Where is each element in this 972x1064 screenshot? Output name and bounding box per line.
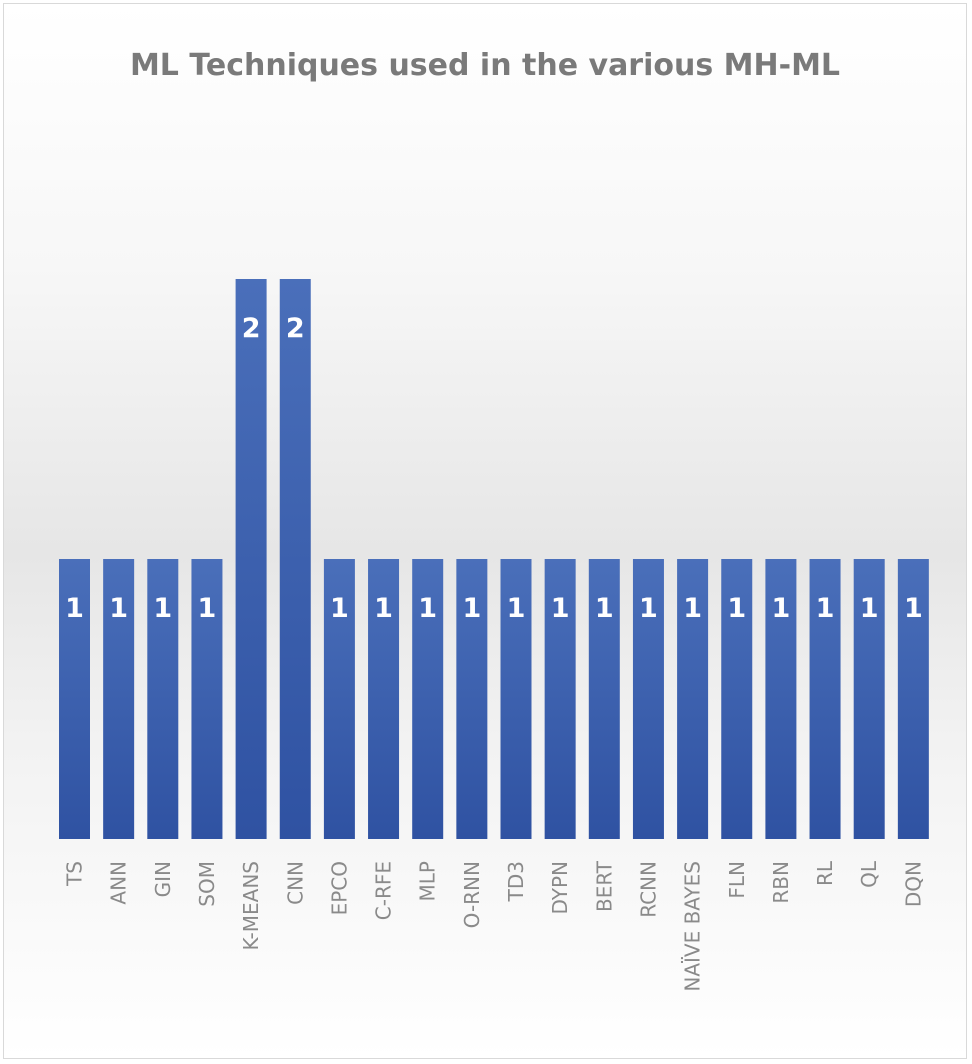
data-label: 1: [772, 593, 791, 624]
data-label: 1: [595, 593, 614, 624]
data-label: 1: [153, 593, 172, 624]
bar-rbn: [765, 559, 797, 839]
x-tick-label: BERT: [592, 860, 616, 912]
data-labels-layer: 1 1 1 12 21 1 1 1 1 1 1 1 1 1 1 1 1 1: [65, 313, 923, 624]
data-label: 1: [109, 593, 128, 624]
data-label: 2: [242, 313, 261, 344]
data-label: 1: [816, 593, 835, 624]
data-label: 1: [860, 593, 879, 624]
bar-som: [191, 559, 223, 839]
data-label: 1: [507, 593, 526, 624]
x-tick-label: TD3: [504, 861, 528, 902]
bar-cnn: [279, 279, 311, 839]
data-label: 2: [286, 313, 305, 344]
bar-chart: 1 1 1 12 21 1 1 1 1 1 1 1 1 1 1 1 1 1 TS ANN GIN SOM K-MEANS C…: [59, 279, 929, 992]
data-label: 1: [330, 593, 349, 624]
x-tick-label: DYPN: [548, 861, 572, 915]
x-tick-label: SOM: [195, 861, 219, 907]
bar-k-means: [235, 279, 267, 839]
bar-o-rnn: [456, 559, 488, 839]
x-tick-label: K-MEANS: [239, 861, 263, 950]
x-tick-label: NAÏVE BAYES: [681, 861, 705, 992]
x-tick-label: QL: [857, 860, 881, 888]
x-tick-label: RBN: [769, 861, 793, 904]
data-label: 1: [727, 593, 746, 624]
x-tick-label: MLP: [416, 861, 440, 901]
chart-title: ML Techniques used in the various MH-ML: [129, 48, 841, 83]
bar-ts: [59, 559, 90, 839]
x-tick-label: C-RFE: [372, 861, 396, 920]
data-label: 1: [683, 593, 702, 624]
x-tick-label: RL: [813, 860, 837, 886]
bar-fln: [721, 559, 753, 839]
data-label: 1: [551, 593, 570, 624]
bar-rcnn: [632, 559, 664, 839]
bar-td3: [500, 559, 532, 839]
data-label: 1: [65, 593, 84, 624]
bar-gin: [147, 559, 179, 839]
x-tick-label: DQN: [901, 861, 925, 907]
chart-container: ML Techniques used in the various MH-ML …: [3, 3, 967, 1059]
bars-layer: [59, 279, 929, 839]
bar-dypn: [544, 559, 576, 839]
x-tick-labels-layer: TS ANN GIN SOM K-MEANS CNN EPCO C-RFE MLP O-RNN TD…: [63, 860, 926, 991]
data-label: 1: [462, 593, 481, 624]
x-tick-label: O-RNN: [460, 861, 484, 928]
data-label: 1: [374, 593, 393, 624]
bar-bert: [588, 559, 620, 839]
data-label: 1: [418, 593, 437, 624]
x-tick-label: RCNN: [636, 861, 660, 918]
data-label: 1: [639, 593, 658, 624]
bar-dqn: [897, 559, 929, 839]
x-tick-label: ANN: [107, 861, 131, 905]
bar-epco: [323, 559, 355, 839]
x-tick-label: GIN: [151, 861, 175, 897]
bar-ql: [853, 559, 885, 839]
bar-rl: [809, 559, 841, 839]
bar-ann: [103, 559, 135, 839]
bar-na-ve-bayes: [677, 559, 709, 839]
bar-mlp: [412, 559, 444, 839]
x-tick-label: TS: [63, 861, 87, 887]
data-label: 1: [198, 593, 217, 624]
bar-c-rfe: [368, 559, 400, 839]
x-tick-label: FLN: [725, 861, 749, 899]
data-label: 1: [904, 593, 923, 624]
x-tick-label: EPCO: [327, 861, 351, 915]
x-tick-label: CNN: [283, 861, 307, 905]
